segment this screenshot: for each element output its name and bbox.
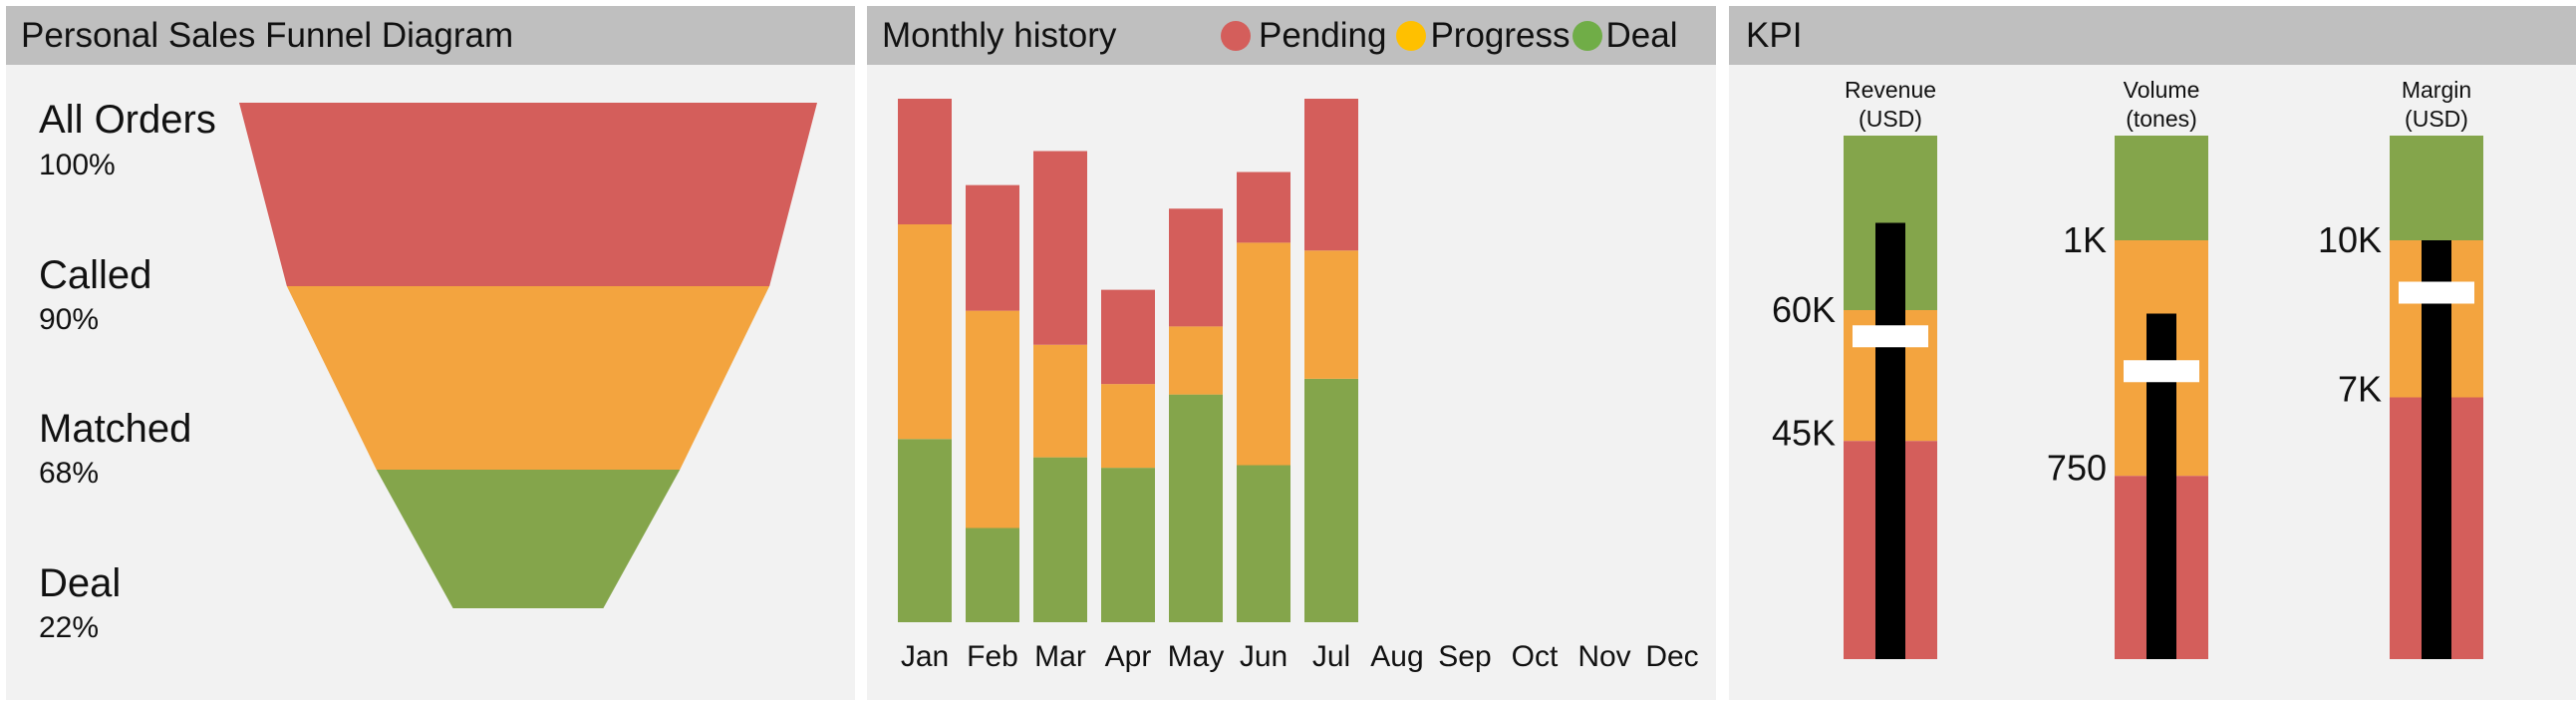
kpi-target-marker bbox=[2124, 360, 2199, 383]
bar-pending bbox=[1101, 289, 1155, 385]
history-panel: Monthly history Pending Progress Deal Ja… bbox=[867, 6, 1716, 700]
x-tick-label: Nov bbox=[1577, 640, 1630, 673]
kpi-tick-label: 750 bbox=[2047, 447, 2107, 488]
bar-progress bbox=[1169, 326, 1223, 395]
history-title: Monthly history bbox=[882, 16, 1117, 55]
bar-deal bbox=[966, 527, 1019, 622]
kpi-title: KPI bbox=[1746, 16, 1803, 55]
bar-pending bbox=[1237, 172, 1290, 243]
kpi-gauge-unit: (tones) bbox=[2126, 106, 2197, 132]
legend-label-pending: Pending bbox=[1259, 16, 1387, 55]
x-tick-label: Jan bbox=[901, 640, 949, 673]
bar-deal bbox=[898, 439, 952, 622]
history-chart: Jan Feb Mar Apr May Jun Jul Aug Sep Oct Nov Dec bbox=[898, 99, 1699, 673]
x-tick-label: Jun bbox=[1240, 640, 1288, 673]
funnel-panel: Personal Sales Funnel Diagram All Orders… bbox=[6, 6, 855, 700]
funnel-stage-name: Called bbox=[39, 253, 152, 297]
kpi-gauge-unit: (USD) bbox=[2405, 106, 2468, 132]
kpi-tick-label: 45K bbox=[1772, 412, 1836, 453]
x-tick-label: Dec bbox=[1645, 640, 1698, 673]
x-tick-label: Apr bbox=[1105, 640, 1152, 673]
legend-swatch-deal bbox=[1572, 20, 1602, 51]
bar-pending bbox=[1033, 151, 1087, 345]
bar-pending bbox=[1169, 208, 1223, 327]
legend-item-deal: Deal bbox=[1572, 6, 1678, 65]
funnel-panel-header: Personal Sales Funnel Diagram bbox=[6, 6, 855, 65]
bar-deal bbox=[1169, 394, 1223, 622]
funnel-stage-pct: 68% bbox=[39, 457, 100, 490]
kpi-panel-header: KPI bbox=[1729, 6, 2576, 65]
history-legend: Pending Progress Deal bbox=[1211, 6, 1678, 65]
bar-deal bbox=[1033, 457, 1087, 622]
bar-pending bbox=[966, 184, 1019, 311]
kpi-tick-label: 1K bbox=[2063, 219, 2107, 260]
kpi-panel: KPI Revenue (USD) 60K 45K Volume (tones) 1K 750… bbox=[1729, 6, 2576, 700]
funnel-title: Personal Sales Funnel Diagram bbox=[21, 16, 514, 55]
x-tick-label: Jul bbox=[1312, 640, 1350, 673]
kpi-band-good bbox=[2115, 136, 2208, 240]
bar-deal bbox=[1304, 378, 1358, 622]
bar-progress bbox=[1304, 250, 1358, 379]
legend-swatch-progress bbox=[1396, 20, 1427, 51]
funnel-chart bbox=[239, 103, 817, 608]
bar-deal bbox=[1237, 465, 1290, 622]
x-tick-label: Aug bbox=[1370, 640, 1423, 673]
kpi-tick-label: 7K bbox=[2338, 369, 2382, 410]
legend-item-progress: Progress bbox=[1396, 6, 1571, 65]
bar-progress bbox=[966, 310, 1019, 528]
bar-deal bbox=[1101, 468, 1155, 622]
x-tick-label: Mar bbox=[1034, 640, 1086, 673]
x-tick-label: May bbox=[1168, 640, 1225, 673]
bar-progress bbox=[1033, 344, 1087, 458]
bar-progress bbox=[898, 224, 952, 440]
x-tick-label: Feb bbox=[967, 640, 1018, 673]
bar-pending bbox=[898, 99, 952, 224]
funnel-stage-name: Matched bbox=[39, 407, 192, 451]
kpi-gauge-title: Volume bbox=[2124, 77, 2200, 103]
funnel-segment bbox=[376, 470, 681, 608]
x-tick-label: Sep bbox=[1438, 640, 1491, 673]
funnel-stage-pct: 100% bbox=[39, 149, 116, 181]
kpi-gauge-unit: (USD) bbox=[1859, 106, 1922, 132]
funnel-segment bbox=[286, 286, 770, 470]
kpi-tick-label: 10K bbox=[2318, 219, 2382, 260]
bar-progress bbox=[1101, 384, 1155, 469]
legend-label-deal: Deal bbox=[1605, 16, 1678, 55]
kpi-tick-label: 60K bbox=[1772, 289, 1836, 330]
x-tick-label: Oct bbox=[1512, 640, 1559, 673]
funnel-segment bbox=[239, 103, 817, 286]
kpi-actual-bar bbox=[2422, 240, 2451, 659]
kpi-target-marker bbox=[1853, 325, 1928, 348]
bar-pending bbox=[1304, 99, 1358, 251]
kpi-target-marker bbox=[2399, 281, 2474, 304]
legend-swatch-pending bbox=[1221, 20, 1251, 51]
funnel-stage-pct: 90% bbox=[39, 303, 100, 336]
kpi-gauge-title: Margin bbox=[2402, 77, 2471, 103]
kpi-chart: Revenue (USD) 60K 45K Volume (tones) 1K 750 Marg… bbox=[1772, 77, 2483, 659]
bar-progress bbox=[1237, 242, 1290, 466]
legend-item-pending: Pending bbox=[1221, 6, 1386, 65]
funnel-stage-name: Deal bbox=[39, 561, 122, 605]
legend-label-progress: Progress bbox=[1430, 16, 1571, 55]
funnel-stage-name: All Orders bbox=[39, 98, 216, 142]
kpi-band-good bbox=[2390, 136, 2483, 240]
kpi-gauge-title: Revenue bbox=[1845, 77, 1936, 103]
history-panel-header: Monthly history Pending Progress Deal bbox=[867, 6, 1716, 65]
kpi-actual-bar bbox=[1875, 222, 1905, 659]
funnel-stage-pct: 22% bbox=[39, 611, 100, 644]
